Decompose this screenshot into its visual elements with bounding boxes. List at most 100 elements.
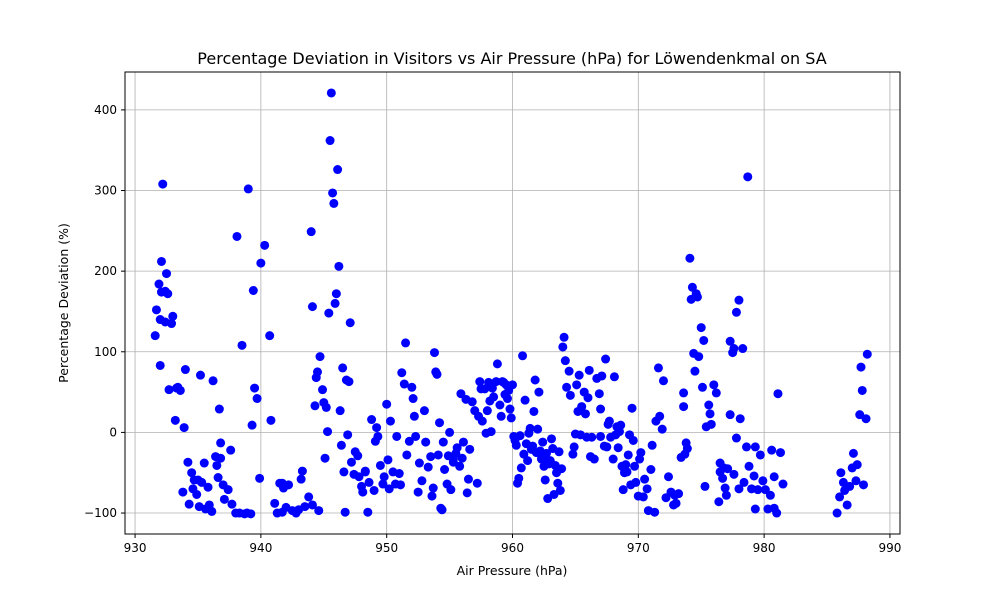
data-point — [742, 442, 752, 452]
data-point — [203, 482, 213, 492]
x-axis-label: Air Pressure (hPa) — [457, 563, 568, 578]
data-point — [336, 440, 346, 450]
data-point — [246, 509, 256, 519]
data-point — [739, 477, 749, 487]
data-point — [158, 179, 168, 189]
data-point — [178, 487, 188, 497]
data-point — [164, 385, 174, 395]
data-point — [448, 454, 458, 464]
data-point — [547, 434, 557, 444]
data-point — [658, 376, 668, 386]
data-point — [168, 311, 178, 321]
data-point — [297, 466, 307, 476]
data-point — [720, 483, 730, 493]
data-point — [167, 319, 177, 329]
data-point — [704, 400, 714, 410]
data-point — [369, 485, 379, 495]
data-point — [457, 453, 467, 463]
data-point — [530, 375, 540, 385]
data-point — [559, 332, 569, 342]
data-point — [195, 370, 205, 380]
data-point — [608, 454, 618, 464]
data-point — [247, 420, 257, 430]
data-point — [574, 370, 584, 380]
data-point — [653, 363, 663, 373]
data-point — [458, 437, 468, 447]
x-tick-label: 950 — [375, 541, 398, 555]
data-point — [445, 427, 455, 437]
data-point — [216, 438, 226, 448]
x-tick-label: 960 — [501, 541, 524, 555]
data-point — [583, 393, 593, 403]
data-point — [170, 415, 180, 425]
data-point — [344, 377, 354, 387]
data-point — [452, 443, 462, 453]
data-point — [529, 406, 539, 416]
data-point — [437, 505, 447, 515]
data-point — [852, 460, 862, 470]
data-point — [296, 474, 306, 484]
data-point — [397, 368, 407, 378]
data-point — [353, 451, 363, 461]
y-axis-label: Percentage Deviation (%) — [56, 223, 71, 383]
data-point — [187, 468, 197, 478]
data-point — [331, 289, 341, 299]
data-point — [773, 389, 783, 399]
data-point — [364, 477, 374, 487]
data-point — [525, 423, 535, 433]
data-point — [832, 508, 842, 518]
data-point — [859, 480, 869, 490]
data-point — [514, 473, 524, 483]
data-point — [495, 400, 505, 410]
data-point — [568, 449, 578, 459]
data-point — [404, 436, 414, 446]
data-point — [516, 463, 526, 473]
data-point — [515, 431, 525, 441]
data-point — [435, 418, 445, 428]
data-point — [731, 433, 741, 443]
data-point — [685, 253, 695, 263]
data-point — [755, 450, 765, 460]
data-point — [857, 385, 867, 395]
data-point — [465, 444, 475, 454]
data-point — [845, 481, 855, 491]
data-point — [690, 366, 700, 376]
data-point — [714, 497, 724, 507]
data-point — [848, 448, 858, 458]
data-point — [734, 484, 744, 494]
data-point — [432, 369, 442, 379]
data-point — [192, 489, 202, 499]
data-point — [427, 491, 437, 501]
data-point — [358, 487, 368, 497]
data-point — [237, 340, 247, 350]
data-point — [505, 404, 515, 414]
data-point — [772, 508, 782, 518]
data-point — [580, 409, 590, 419]
data-point — [207, 506, 217, 516]
data-point — [248, 286, 258, 296]
y-tick-label: 0 — [109, 425, 117, 439]
data-point — [310, 401, 320, 411]
data-point — [226, 445, 236, 455]
data-point — [562, 382, 572, 392]
y-tick-label: 100 — [94, 345, 117, 359]
data-point — [414, 458, 424, 468]
data-point — [219, 494, 229, 504]
data-point — [477, 416, 487, 426]
data-point — [627, 403, 637, 413]
data-point — [402, 450, 412, 460]
data-point — [679, 388, 689, 398]
data-point — [154, 279, 164, 289]
data-point — [725, 410, 735, 420]
x-axis-ticks: 930 940 950 960 970 980 990 — [124, 534, 901, 555]
data-point — [496, 411, 506, 421]
data-point — [214, 404, 224, 414]
data-point — [433, 450, 443, 460]
data-point — [640, 474, 650, 484]
data-point — [851, 476, 861, 486]
data-point — [378, 479, 388, 489]
data-point — [569, 442, 579, 452]
data-point — [664, 472, 674, 482]
data-point — [565, 390, 575, 400]
data-point — [255, 473, 265, 483]
